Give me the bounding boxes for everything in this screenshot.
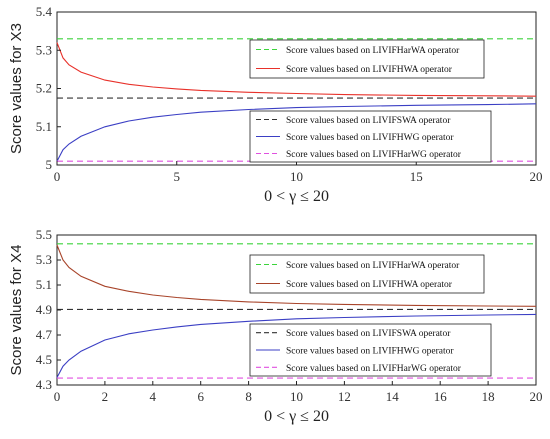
legend-entry-label: Score values based on LIVIFHWG operator xyxy=(286,133,454,143)
x-tick-label: 2 xyxy=(102,389,109,404)
x-tick-label: 4 xyxy=(150,389,157,404)
y-tick-label: 5.1 xyxy=(36,119,52,134)
legend-box xyxy=(249,110,492,163)
series-line-4 xyxy=(56,313,537,378)
y-tick-label: 5.2 xyxy=(36,81,52,96)
x-tick-label: 8 xyxy=(245,389,252,404)
y-tick-label: 4.7 xyxy=(36,327,53,342)
legend-lower: Score values based on LIVIFSWA operator S… xyxy=(249,110,492,163)
y-axis-label: Score values for X4 xyxy=(8,245,25,376)
legend-box xyxy=(249,39,485,79)
x-tick-label: 14 xyxy=(386,389,400,404)
x-tick-label: 16 xyxy=(434,389,448,404)
x-tick-label: 10 xyxy=(290,169,303,184)
legend-upper: Score values based on LIVIFHarWA operato… xyxy=(249,39,485,79)
y-tick-label: 5.3 xyxy=(36,252,52,267)
legend-box xyxy=(249,254,485,294)
x-tick-label: 10 xyxy=(290,389,303,404)
y-tick-label: 4.5 xyxy=(36,352,52,367)
x-tick-label: 12 xyxy=(338,389,351,404)
y-tick-label: 5.4 xyxy=(36,4,53,19)
x-tick-label: 0 xyxy=(54,169,61,184)
series-line-4 xyxy=(56,103,537,162)
series-line-2 xyxy=(56,42,537,97)
y-tick-label: 5 xyxy=(46,157,53,172)
legend-entry-label: Score values based on LIVIFHWA operator xyxy=(286,65,453,75)
x-tick-label: 0 xyxy=(54,389,61,404)
y-tick-label: 4.3 xyxy=(36,377,52,392)
legend-entry-label: Score values based on LIVIFHarWA operato… xyxy=(286,261,460,271)
y-axis-label: Score values for X3 xyxy=(8,23,25,154)
x-tick-label: 6 xyxy=(197,389,204,404)
legend-entry-label: Score values based on LIVIFHarWA operato… xyxy=(286,46,460,56)
x-tick-label: 20 xyxy=(530,169,543,184)
x-tick-label: 20 xyxy=(530,389,543,404)
x-tick-label: 15 xyxy=(410,169,423,184)
series-line-2 xyxy=(56,244,537,307)
legend-box xyxy=(249,323,492,377)
y-tick-label: 5.1 xyxy=(36,277,52,292)
legend-entry-label: Score values based on LIVIFHarWG operato… xyxy=(286,364,462,374)
chart-panel-2: 0 2 4 6 8 10 12 14 16 18 20 4.3 4.5 4.7 4.9 5.1 5.3 5.5 Sc… xyxy=(8,227,543,425)
legend-upper: Score values based on LIVIFHarWA operato… xyxy=(249,254,485,294)
legend-entry-label: Score values based on LIVIFSWA operator xyxy=(286,116,451,126)
legend-entry-label: Score values based on LIVIFHarWG operato… xyxy=(286,150,462,160)
legend-entry-label: Score values based on LIVIFSWA operator xyxy=(286,329,451,339)
y-tick-label: 5.5 xyxy=(36,227,52,242)
x-axis-label: 0 < γ ≤ 20 xyxy=(264,188,329,205)
y-tick-label: 5.3 xyxy=(36,42,52,57)
legend-lower: Score values based on LIVIFSWA operator S… xyxy=(249,323,492,377)
legend-entry-label: Score values based on LIVIFHWG operator xyxy=(286,347,454,357)
x-tick-label: 5 xyxy=(174,169,181,184)
x-axis-label: 0 < γ ≤ 20 xyxy=(264,408,329,425)
y-tick-label: 4.9 xyxy=(36,302,52,317)
legend-entry-label: Score values based on LIVIFHWA operator xyxy=(286,280,453,290)
x-tick-label: 18 xyxy=(482,389,495,404)
